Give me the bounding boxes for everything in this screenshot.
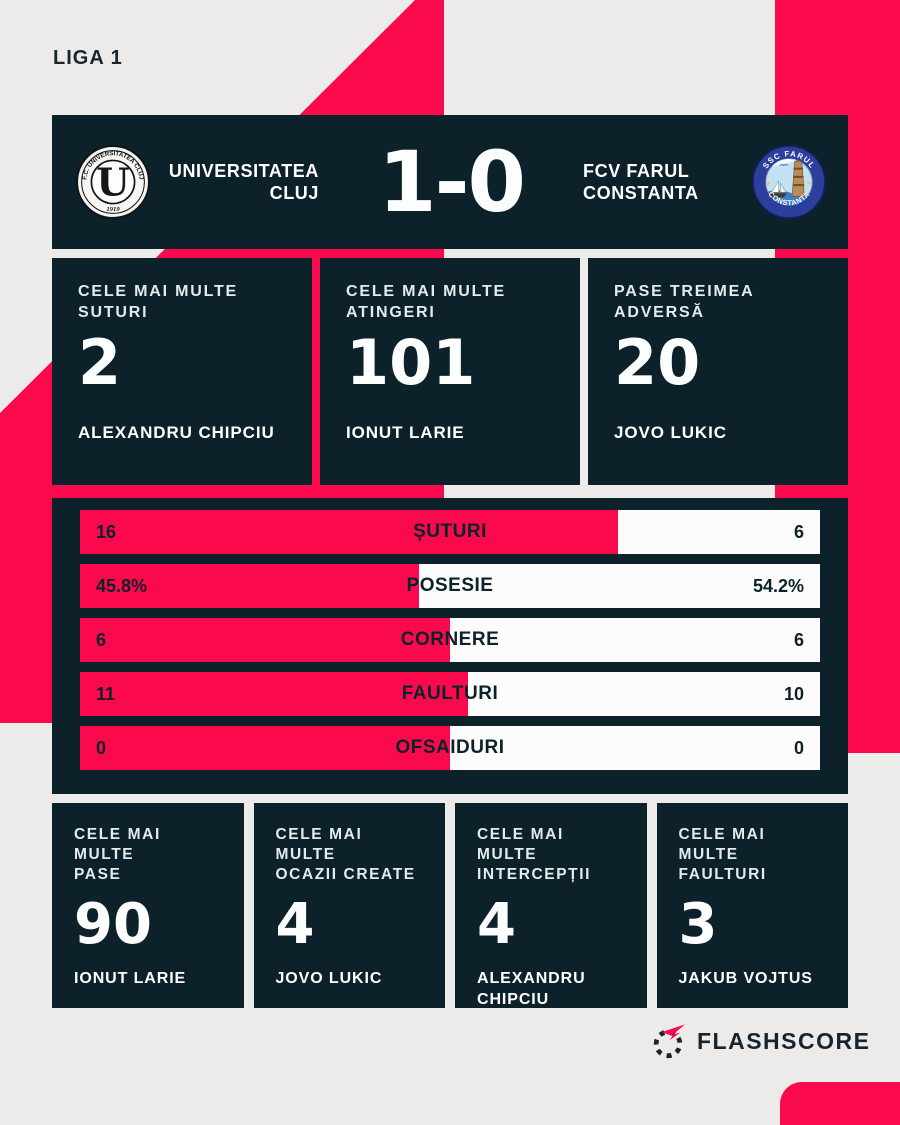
stat-value: 101 — [346, 325, 476, 399]
stat-value: 90 — [74, 892, 152, 958]
away-team-name-line2: CONSTANTA — [583, 183, 699, 203]
stat-player: IONUT LARIE — [74, 970, 187, 988]
stat-bar-corners: 6 CORNERE 6 — [80, 618, 820, 662]
home-value: 11 — [96, 683, 116, 704]
home-team-name-line1: UNIVERSITATEA — [168, 160, 319, 181]
stat-value: 2 — [78, 325, 122, 399]
away-score: 0 — [467, 133, 525, 231]
home-team-logo-icon: F.C. UNIVERSITATEA CLUJ U 1919 — [76, 145, 150, 219]
match-score: 1-0 — [335, 140, 567, 224]
stat-player: JAKUB VOJTUS — [678, 970, 813, 988]
top-stat-card-touches: CELE MAI MULTE ATINGERI 101 IONUT LARIE — [320, 258, 580, 485]
stat-player: IONUT LARIE — [346, 422, 465, 442]
bottom-stat-card-chances-created: CELE MAI MULTE OCAZII CREATE 4 JOVO LUKI… — [253, 803, 445, 1008]
home-value: 6 — [96, 629, 107, 650]
away-team-name-line1: FCV FARUL — [583, 160, 690, 181]
match-stats-panel: 16 ȘUTURI 6 45.8% POSESIE 54.2% 6 CORNER… — [52, 498, 848, 794]
stat-label: CELE MAI MULTE INTERCEPȚII — [477, 826, 592, 884]
stat-player: JOVO LUKIC — [275, 970, 383, 988]
stat-bar-label: ȘUTURI — [413, 521, 487, 542]
stat-bar-offsides: 0 OFSAIDURI 0 — [80, 726, 820, 770]
stat-value: 4 — [275, 892, 315, 958]
away-value: 10 — [783, 683, 804, 704]
away-team-logo-icon: SSC FARUL CONSTANTA ★ ★ — [752, 145, 826, 219]
bottom-stat-card-fouls: CELE MAI MULTE FAULTURI 3 JAKUB VOJTUS — [656, 803, 848, 1008]
stat-label: CELE MAI MULTE SUTURI — [78, 283, 239, 321]
home-bar-fill — [80, 672, 468, 716]
away-value: 0 — [793, 737, 804, 758]
stat-bar-label: FAULTURI — [401, 683, 499, 704]
home-logo-letter: U — [96, 159, 129, 204]
home-logo-year: 1919 — [106, 206, 120, 213]
stat-label: PASE TREIMEA ADVERSĂ — [614, 283, 755, 321]
bottom-stat-cards: CELE MAI MULTE PASE 90 IONUT LARIE CELE … — [52, 803, 848, 1008]
top-stat-card-shots: CELE MAI MULTE SUTURI 2 ALEXANDRU CHIPCI… — [52, 258, 312, 485]
stat-value: 4 — [477, 892, 516, 958]
away-value: 6 — [793, 629, 804, 650]
away-logo-star-right: ★ — [806, 180, 812, 187]
home-bar-fill — [80, 618, 450, 662]
home-bar-fill — [80, 510, 618, 554]
flashscore-icon — [653, 1024, 686, 1059]
home-value: 16 — [96, 521, 117, 542]
scoreboard: F.C. UNIVERSITATEA CLUJ U 1919 UNIVERSIT… — [52, 115, 848, 249]
home-team-name-line2: CLUJ — [269, 183, 319, 203]
stat-value: 3 — [678, 892, 718, 958]
pink-corner-shape — [780, 1082, 900, 1125]
bottom-stat-card-interceptions: CELE MAI MULTE INTERCEPȚII 4 ALEXANDRU C… — [455, 803, 647, 1008]
stat-bar-label: CORNERE — [400, 629, 500, 650]
away-logo-star-left: ★ — [766, 180, 772, 187]
stat-bar-fouls: 11 FAULTURI 10 — [80, 672, 820, 716]
stat-bar-label: POSESIE — [406, 575, 494, 596]
stat-bar-shots: 16 ȘUTURI 6 — [80, 510, 820, 554]
stat-bar-label: OFSAIDURI — [395, 737, 505, 758]
top-stat-card-final-third-passes: PASE TREIMEA ADVERSĂ 20 JOVO LUKIC — [588, 258, 848, 485]
flashscore-brand: FLASHSCORE — [650, 1022, 870, 1060]
home-value: 45.8% — [96, 575, 148, 596]
stat-label: CELE MAI MULTE PASE — [74, 826, 161, 884]
stat-player: ALEXANDRU CHIPCIU — [477, 970, 586, 1008]
stat-value: 20 — [614, 325, 701, 399]
away-team-name: FCV FARUL CONSTANTA — [567, 160, 752, 205]
home-bar-fill — [80, 564, 419, 608]
bottom-stat-card-passes: CELE MAI MULTE PASE 90 IONUT LARIE — [52, 803, 244, 1008]
score-separator: - — [434, 133, 470, 231]
stat-label: CELE MAI MULTE FAULTURI — [678, 826, 767, 884]
league-title: LIGA 1 — [53, 47, 123, 69]
stat-label: CELE MAI MULTE OCAZII CREATE — [275, 826, 416, 884]
stat-player: JOVO LUKIC — [614, 422, 727, 442]
home-team-name: UNIVERSITATEA CLUJ — [150, 160, 335, 205]
away-value: 54.2% — [752, 575, 804, 596]
home-score: 1 — [378, 133, 436, 231]
top-stat-cards: CELE MAI MULTE SUTURI 2 ALEXANDRU CHIPCI… — [52, 258, 848, 485]
home-bar-fill — [80, 726, 450, 770]
stat-player: ALEXANDRU CHIPCIU — [78, 422, 275, 442]
away-value: 6 — [793, 521, 804, 542]
flashscore-wordmark: FLASHSCORE — [697, 1027, 871, 1054]
stat-bar-possession: 45.8% POSESIE 54.2% — [80, 564, 820, 608]
stat-label: CELE MAI MULTE ATINGERI — [346, 283, 507, 321]
home-value: 0 — [96, 737, 107, 758]
